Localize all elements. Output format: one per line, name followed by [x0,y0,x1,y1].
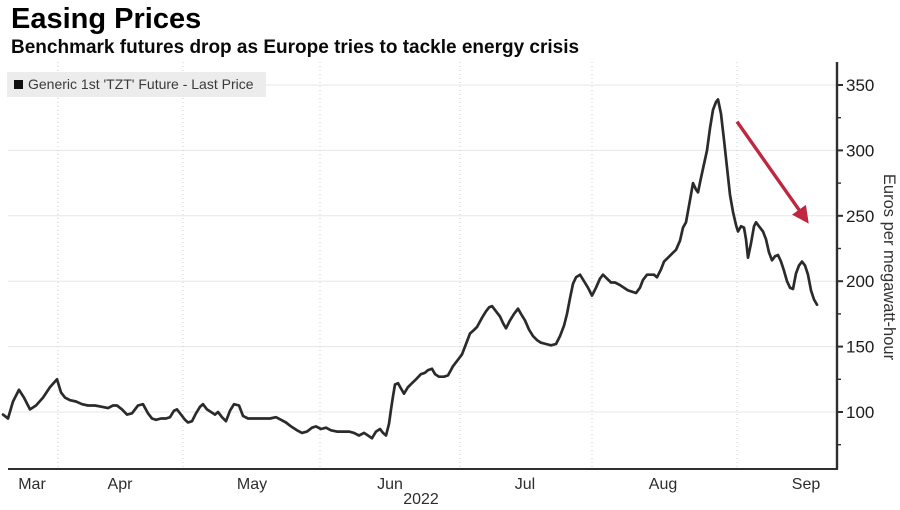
month-label: Jun [377,476,403,493]
month-label: Jul [515,476,535,493]
price-line [1,98,819,440]
legend-square-marker-icon [14,80,23,89]
legend: Generic 1st 'TZT' Future - Last Price [7,72,266,97]
decline-arrow [735,120,809,224]
legend-label: Generic 1st 'TZT' Future - Last Price [28,76,254,92]
y-ticks: 100 150 200 250 300 350 [837,76,874,446]
y-tick-label: 250 [846,207,874,226]
y-tick-label: 150 [846,338,874,357]
x-month-labels: Mar Apr May Jun Jul Aug Sep [18,476,820,493]
x-gridlines [57,62,738,469]
y-tick-label: 100 [846,403,874,422]
y-tick-label: 350 [846,76,874,95]
month-label: Mar [18,476,46,493]
y-tick-label: 300 [846,141,874,160]
month-label: Apr [108,476,134,493]
chart-title: Easing Prices [11,3,202,35]
y-tick-label: 200 [846,272,874,291]
month-label: May [237,476,267,493]
year-label: 2022 [403,491,439,508]
y-axis-title: Euros per megawatt-hour [880,174,898,361]
month-label: Sep [792,476,821,493]
month-label: Aug [649,476,677,493]
chart-subtitle: Benchmark futures drop as Europe tries t… [11,37,580,58]
y-gridlines [8,84,837,413]
